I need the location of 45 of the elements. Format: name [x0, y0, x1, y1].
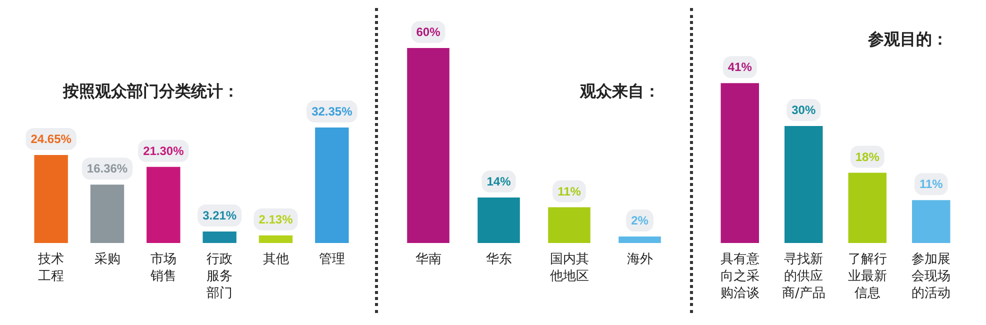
data-label: 21.30% — [143, 144, 184, 158]
x-tick-label: 寻找新的供应商/产品 — [782, 252, 826, 301]
data-label: 3.21% — [202, 208, 237, 223]
data-label: 60% — [416, 25, 441, 39]
bar — [848, 172, 886, 243]
x-tick-label: 参加展会现场的活动 — [912, 252, 951, 301]
data-label: 2.13% — [258, 212, 294, 226]
text: 观众来自： — [579, 82, 660, 100]
x-tick-label: 管理 — [318, 252, 345, 267]
data-label: 2% — [631, 214, 649, 228]
bar — [478, 198, 520, 243]
x-tick-label: 海外 — [626, 252, 653, 267]
x-tick-label: 国内其他地区 — [550, 252, 589, 284]
data-label: 14% — [486, 174, 512, 188]
x-tick-label: 市场销售 — [149, 252, 176, 284]
chart-title: 按照观众部门分类统计： — [62, 82, 239, 100]
data-label: 18% — [855, 150, 880, 164]
x-tick-label: 华东 — [486, 252, 512, 267]
bar — [784, 126, 823, 243]
bar — [407, 48, 450, 243]
bar — [548, 207, 590, 243]
bar — [146, 166, 180, 243]
data-label: 41% — [728, 60, 752, 74]
x-tick-label: 采购 — [94, 252, 120, 267]
data-label: 30% — [792, 103, 816, 117]
bar — [315, 127, 349, 243]
bar — [202, 232, 236, 243]
bar — [258, 235, 293, 243]
data-label: 32.35% — [312, 104, 353, 118]
x-tick-label: 其他 — [262, 252, 289, 267]
data-label: 16.36% — [86, 162, 128, 176]
bar — [90, 184, 124, 243]
bar — [618, 236, 661, 243]
data-label: 11% — [919, 177, 944, 192]
x-tick-label: 具有意向之采购洽谈 — [720, 252, 760, 301]
data-label: 24.65% — [30, 132, 72, 146]
x-tick-label: 了解行业最新信息 — [848, 252, 887, 301]
chart-title: 参观目的： — [867, 30, 948, 48]
x-tick-label: 华南 — [415, 252, 442, 267]
bar — [34, 154, 68, 243]
data-label: 11% — [558, 184, 582, 198]
bar — [912, 200, 950, 243]
x-tick-label: 技术工程 — [37, 252, 64, 284]
x-tick-label: 行政服务部门 — [206, 252, 233, 301]
bar — [720, 83, 759, 243]
